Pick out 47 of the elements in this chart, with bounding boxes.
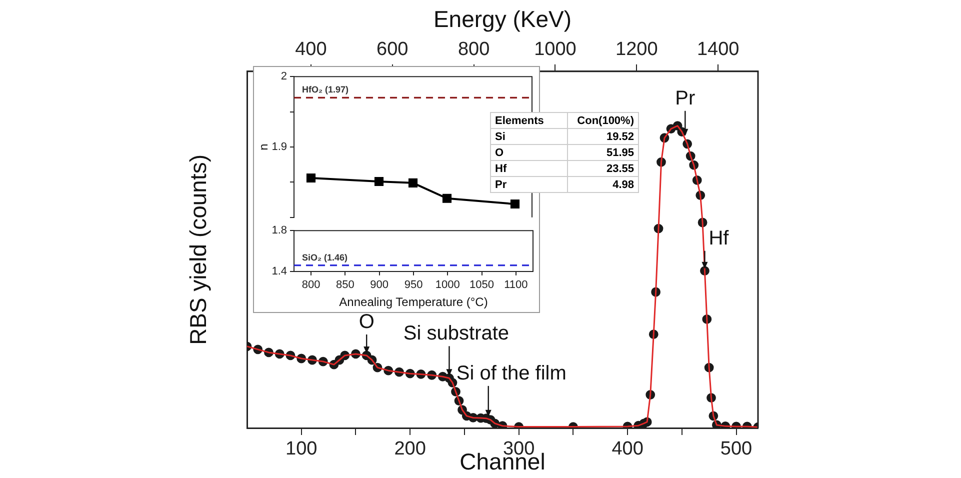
annotation: Si of the film [456, 362, 566, 384]
x2-tick-label: 400 [295, 39, 327, 60]
x2-tick-label: 1200 [616, 39, 658, 60]
point [374, 176, 384, 186]
y-tick-label: 1.8 [272, 224, 287, 237]
x-axis-title: Annealing Temperature (°C) [339, 295, 488, 310]
annotation: Hf [708, 227, 730, 250]
x-tick-label: 1050 [470, 279, 494, 292]
annotation: Elements [490, 112, 568, 128]
annotation: O [490, 144, 568, 160]
x2-tick-label: 1000 [534, 39, 576, 60]
annotation: 23.55 [568, 160, 638, 176]
x-tick-label: 950 [404, 279, 423, 292]
x-tick-label: 1000 [435, 279, 460, 292]
annotation: Pr [675, 87, 696, 110]
x2-tick-label: 1400 [696, 39, 740, 60]
x-tick-label: 800 [302, 279, 320, 292]
x-tick-label: 200 [394, 438, 426, 460]
x-tick-label: 850 [336, 279, 354, 292]
annotation: Pr [490, 176, 568, 192]
annotation: Con(100%) [568, 112, 638, 128]
point [306, 173, 316, 183]
x2-tick-label: 600 [376, 39, 408, 60]
x-tick-label: 100 [286, 438, 318, 460]
y-axis-title: n [256, 144, 271, 150]
y-tick-label: 2 [280, 70, 287, 83]
y-tick-label: 1.4 [272, 265, 287, 278]
point [510, 199, 520, 209]
x-tick-label: 400 [612, 438, 644, 460]
x-tick-label: 500 [720, 438, 752, 460]
x2-axis-title: Energy (KeV) [433, 6, 572, 32]
annotation: Si substrate [403, 322, 510, 345]
annotation: 51.95 [568, 144, 638, 160]
annotation: Si [490, 128, 568, 144]
annotation: 4.98 [568, 176, 638, 192]
y-axis-title: RBS yield (counts) [185, 154, 212, 345]
x-tick-label: 900 [370, 279, 389, 292]
annotation: O [358, 310, 374, 333]
point [408, 178, 418, 188]
annotation: Hf [490, 160, 568, 176]
ref-line-label: SiO₂ (1.46) [302, 252, 348, 262]
point [442, 194, 452, 203]
x-tick-label: 1100 [504, 279, 528, 292]
x2-tick-label: 800 [458, 39, 490, 60]
ref-line-label: HfO₂ (1.97) [302, 84, 349, 95]
y-tick-label: 1.9 [272, 141, 287, 154]
annotation: 19.52 [568, 128, 638, 144]
